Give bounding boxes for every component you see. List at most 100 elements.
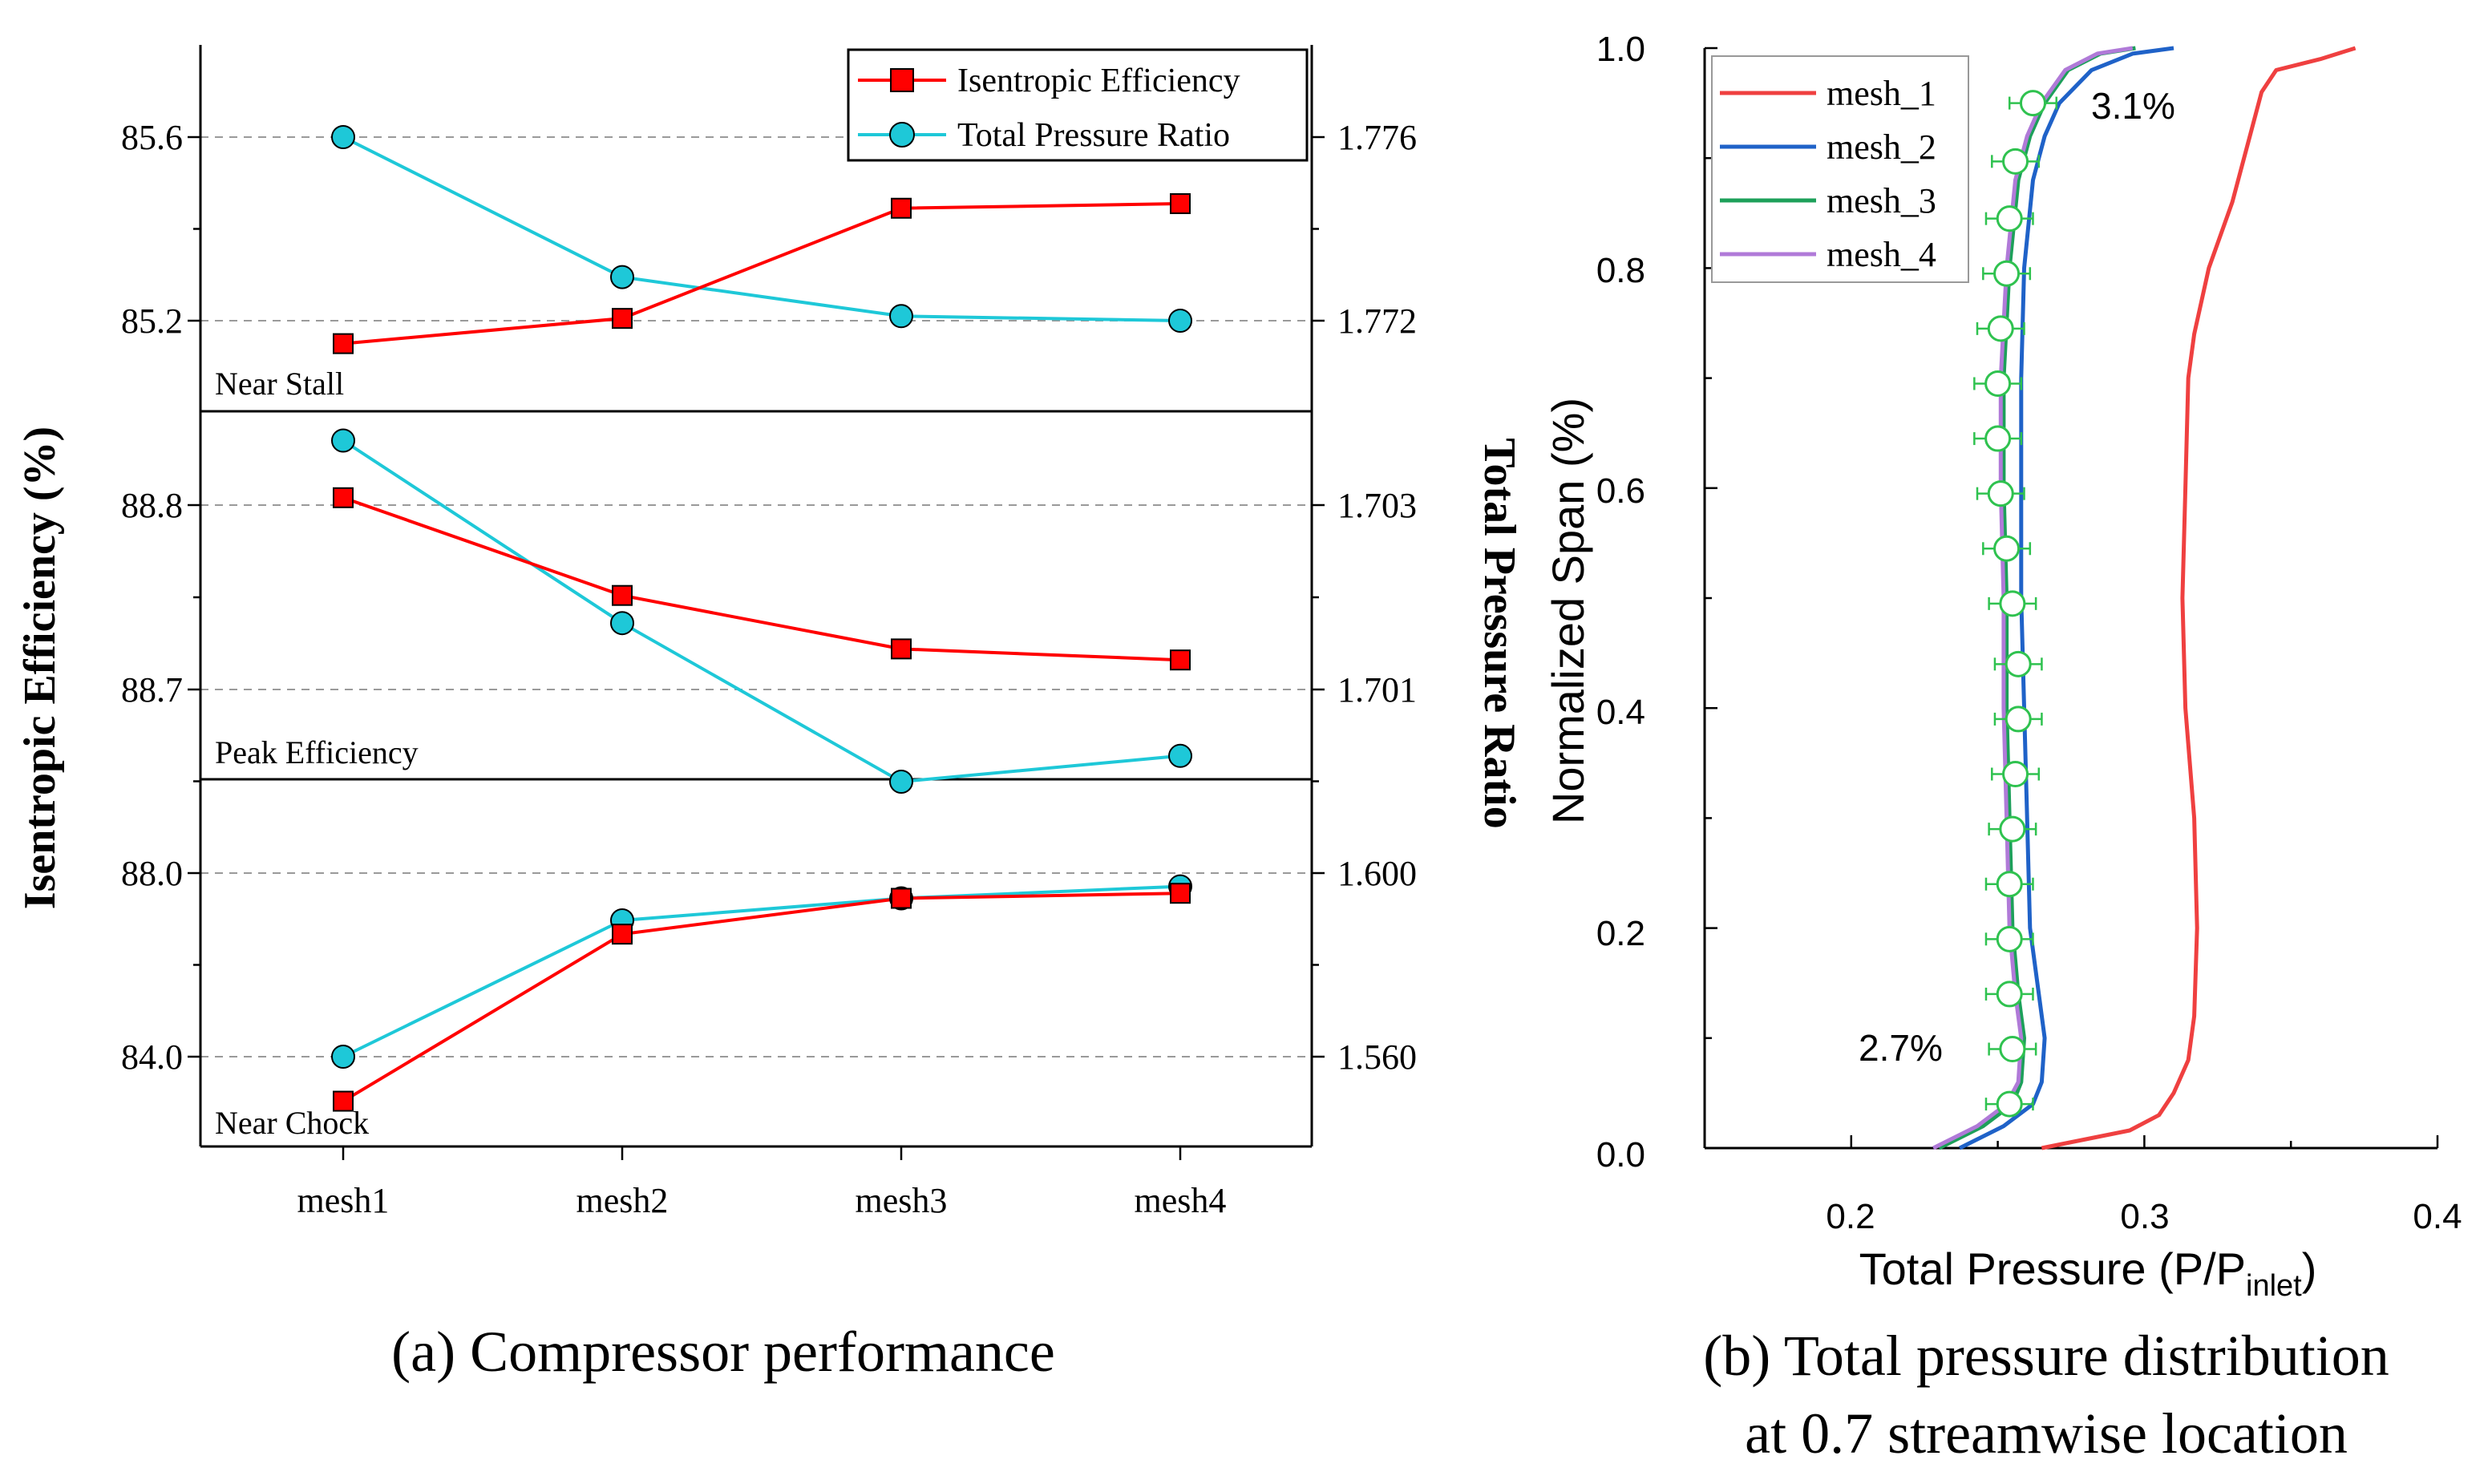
- chart-a-point-pressure-ratio: [1168, 743, 1192, 768]
- legend-square-marker-icon: [890, 68, 914, 92]
- chart-a-left-tick: 85.2: [121, 301, 183, 341]
- chart-a-point-efficiency: [1170, 193, 1191, 215]
- chart-b-legend-label: mesh_1: [1827, 74, 1936, 113]
- chart-b-marker-point: [1984, 205, 2034, 233]
- chart-a-left-tick: 85.6: [121, 118, 183, 157]
- chart-b-caption-line1: (b) Total pressure distribution: [1703, 1324, 2389, 1388]
- chart-a-series: [331, 125, 1192, 1112]
- chart-b-y-tick: 0.0: [1596, 1135, 1645, 1175]
- chart-a-x-tick: mesh2: [576, 1181, 669, 1220]
- chart-b-x-tick: 0.4: [2413, 1197, 2462, 1236]
- chart-a-point-pressure-ratio: [889, 304, 913, 329]
- chart-b-caption-line2: at 0.7 streamwise location: [1745, 1401, 2348, 1466]
- chart-a-series-line-pressure-ratio: [342, 135, 1181, 322]
- chart-a-point-pressure-ratio: [610, 611, 634, 636]
- chart-a-legend: Isentropic Efficiency Total Pressure Rat…: [847, 48, 1309, 162]
- chart-b-x-tick: 0.3: [2120, 1197, 2169, 1236]
- chart-a-point-efficiency: [612, 308, 633, 330]
- chart-a-caption: (a) Compressor performance: [391, 1320, 1055, 1384]
- chart-a-left-tick: 88.0: [121, 854, 183, 893]
- chart-a-point-pressure-ratio: [610, 265, 634, 289]
- chart-a: 85.6 85.2 88.8 88.7 88.0 84.0 1.776 1.77…: [15, 45, 1524, 1384]
- chart-a-x-tick: mesh1: [297, 1181, 390, 1220]
- chart-a-frame: [188, 45, 1325, 1160]
- chart-a-point-efficiency: [891, 197, 912, 219]
- chart-b-xlabel: Total Pressure (P/Pinlet): [1859, 1243, 2317, 1303]
- chart-a-right-tick: 1.600: [1337, 854, 1417, 893]
- chart-b-y-tick: 0.2: [1596, 914, 1645, 953]
- chart-b-marker-point: [1984, 925, 2034, 952]
- chart-a-left-tick: 84.0: [121, 1037, 183, 1077]
- chart-a-panel-label: Near Chock: [215, 1105, 369, 1141]
- chart-b-marker-point: [1984, 1090, 2034, 1118]
- chart-b-marker-point: [1991, 148, 2041, 175]
- chart-b-annotation: 2.7%: [1859, 1027, 1943, 1069]
- chart-a-x-tick: mesh3: [856, 1181, 948, 1220]
- chart-b-marker-point: [1993, 706, 2043, 733]
- chart-a-point-efficiency: [333, 487, 354, 508]
- chart-b-marker-point: [1988, 590, 2037, 617]
- chart-a-series-line-efficiency: [342, 202, 1181, 346]
- chart-a-point-efficiency: [891, 638, 912, 660]
- chart-b-marker-point: [2008, 90, 2057, 117]
- chart-a-right-tick: 1.703: [1337, 486, 1417, 525]
- chart-a-left-tick: 88.8: [121, 486, 183, 525]
- chart-a-point-pressure-ratio: [331, 428, 355, 453]
- chart-b-marker-point: [1976, 480, 2025, 507]
- chart-a-panel-label: Peak Efficiency: [215, 734, 419, 770]
- chart-a-right-tick: 1.560: [1337, 1037, 1417, 1077]
- chart-a-series-line-pressure-ratio: [342, 884, 1181, 1058]
- chart-a-right-tick: 1.776: [1337, 118, 1417, 157]
- chart-b-series: [1932, 46, 2357, 1150]
- chart-a-grid: [200, 136, 1312, 1057]
- chart-b-legend-label: mesh_2: [1827, 127, 1936, 167]
- chart-a-point-efficiency: [333, 333, 354, 354]
- chart-b-line-mesh-1: [2041, 46, 2357, 1150]
- chart-b-marker-point: [1976, 315, 2025, 342]
- chart-a-point-efficiency: [612, 584, 633, 606]
- chart-a-left-tick: 88.7: [121, 670, 183, 710]
- chart-a-point-efficiency: [612, 924, 633, 945]
- chart-b-xlabel-main: Total Pressure (P/P: [1859, 1243, 2246, 1294]
- chart-b-marker-point: [1993, 650, 2043, 677]
- chart-b-legend-label: mesh_3: [1827, 181, 1936, 220]
- chart-a-series-line-efficiency: [342, 495, 1181, 662]
- chart-a-series-line-efficiency: [342, 892, 1181, 1103]
- chart-b-marker-point: [1984, 981, 2034, 1008]
- chart-a-point-pressure-ratio: [331, 1045, 355, 1069]
- chart-a-point-efficiency: [1170, 649, 1191, 671]
- chart-a-point-efficiency: [891, 888, 912, 909]
- chart-b-ylabel: Normalized Span (%): [1543, 398, 1593, 824]
- chart-a-point-pressure-ratio: [889, 770, 913, 794]
- chart-a-right-tick: 1.772: [1337, 301, 1417, 341]
- chart-b-y-tick: 0.8: [1596, 251, 1645, 290]
- chart-b-frame: [1703, 47, 2439, 1150]
- chart-b-marker-point: [1973, 425, 2023, 452]
- chart-a-panel-label: Near Stall: [215, 366, 344, 402]
- chart-a-ylabel-left: Isentropic Efficiency (%): [15, 427, 65, 909]
- chart-b-marker-point: [1973, 370, 2023, 397]
- chart-a-legend-label: Total Pressure Ratio: [957, 117, 1230, 154]
- chart-b-y-tick: 0.4: [1596, 693, 1645, 732]
- chart-b-x-tick: 0.2: [1826, 1197, 1875, 1236]
- chart-b-legend-label: mesh_4: [1827, 235, 1936, 274]
- chart-a-point-efficiency: [1170, 883, 1191, 904]
- chart-b-annotation: 3.1%: [2091, 85, 2175, 127]
- chart-a-right-tick: 1.701: [1337, 670, 1417, 710]
- chart-b-marker-point: [1982, 535, 2032, 562]
- chart-b-y-tick: 1.0: [1596, 30, 1645, 69]
- chart-b: 1.0 0.8 0.6 0.4 0.2 0.0 0.2 0.3 0.4 Norm…: [1543, 30, 2462, 1466]
- chart-b-y-tick: 0.6: [1596, 471, 1645, 511]
- chart-b-xlabel-sub: inlet: [2246, 1269, 2302, 1303]
- chart-a-ylabel-right: Total Pressure Ratio: [1475, 438, 1524, 828]
- chart-b-marker-point: [1988, 815, 2037, 843]
- chart-a-point-pressure-ratio: [1168, 309, 1192, 333]
- chart-b-line-mesh-2: [1958, 46, 2174, 1150]
- chart-b-marker-point: [1988, 1036, 2037, 1063]
- chart-b-legend: mesh_1 mesh_2 mesh_3 mesh_4: [1711, 55, 1969, 283]
- chart-a-point-pressure-ratio: [331, 125, 355, 149]
- chart-b-xlabel-end: ): [2302, 1243, 2317, 1294]
- chart-b-marker-point: [1982, 260, 2032, 287]
- chart-a-point-efficiency: [333, 1090, 354, 1112]
